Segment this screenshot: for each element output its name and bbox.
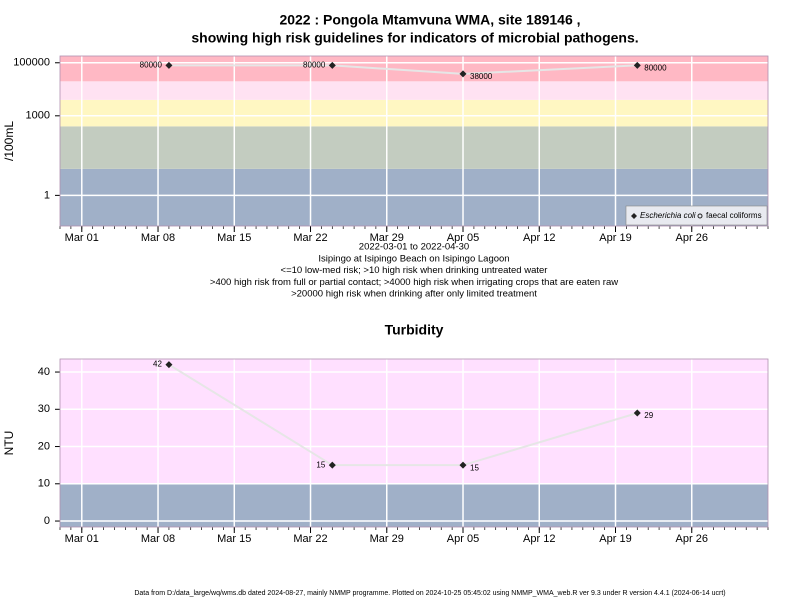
y-axis-label: NTU (2, 431, 16, 456)
data-label: 80000 (303, 60, 326, 69)
legend (625, 205, 768, 226)
x-tick-label: Apr 05 (447, 232, 479, 244)
data-label: 38000 (470, 72, 493, 81)
plot-frame (59, 55, 769, 227)
footer: Data from D:/data_large/wq/wms.db dated … (134, 590, 725, 597)
y-tick-label: 0 (44, 515, 50, 527)
y-tick-label: 1000 (26, 110, 50, 122)
legend-label: faecal coliforms (706, 211, 762, 220)
x-tick-label: Mar 29 (370, 232, 404, 244)
note: Isipingo at Isipingo Beach on Isipingo L… (318, 253, 509, 264)
point (459, 70, 467, 78)
series-line (168, 363, 638, 467)
note: <=10 low-med risk; >10 high risk when dr… (281, 265, 548, 276)
x-tick-label: Mar 15 (217, 232, 251, 244)
x-tick-label: Apr 26 (676, 533, 708, 545)
x-tick-label: Apr 19 (599, 533, 631, 545)
series-line (168, 64, 638, 75)
x-tick-label: Apr 19 (599, 232, 631, 244)
x-tick-label: Apr 12 (523, 232, 555, 244)
y-tick-label: 40 (38, 366, 50, 378)
point (165, 61, 173, 69)
y-tick-label: 30 (38, 403, 50, 415)
chart-subtitle: showing high risk guidelines for indicat… (191, 30, 638, 46)
y-axis-label: /100mL (2, 121, 16, 161)
risk-band (60, 99, 768, 127)
x-tick-label: Mar 01 (65, 232, 99, 244)
x-tick-label: Mar 08 (141, 232, 175, 244)
note: >400 high risk from full or partial cont… (210, 277, 618, 288)
chart-title: 2022 : Pongola Mtamvuna WMA, site 189146… (279, 12, 580, 28)
x-tick-label: Mar 01 (65, 533, 99, 545)
data-label: 15 (470, 463, 479, 472)
risk-band (60, 56, 768, 82)
legend-marker (631, 213, 637, 219)
risk-band (60, 359, 768, 484)
y-tick-label: 1 (44, 189, 50, 201)
legend-marker (697, 213, 703, 219)
plot-frame (59, 358, 769, 528)
data-label: 15 (316, 460, 325, 469)
y-tick-label: 100000 (13, 57, 50, 69)
risk-band (60, 126, 768, 169)
data-label: 80000 (140, 60, 163, 69)
legend-label: Escherichia coli (640, 211, 696, 220)
point (328, 61, 336, 69)
x-tick-label: Mar 22 (293, 232, 327, 244)
risk-band (60, 81, 768, 100)
x-tick-label: Mar 15 (217, 533, 251, 545)
point (328, 461, 336, 469)
data-label: 42 (153, 360, 162, 369)
chart-title: Turbidity (385, 322, 444, 338)
point (459, 461, 467, 469)
x-tick-label: Apr 26 (676, 232, 708, 244)
note: >20000 high risk when drinking after onl… (291, 289, 537, 300)
y-tick-label: 20 (38, 440, 50, 452)
point (165, 361, 173, 369)
point (633, 409, 641, 417)
note: 2022-03-01 to 2022-04-30 (359, 242, 469, 253)
data-label: 29 (644, 411, 653, 420)
x-tick-label: Apr 12 (523, 533, 555, 545)
x-tick-label: Mar 22 (293, 533, 327, 545)
point (633, 61, 641, 69)
x-tick-label: Mar 29 (370, 533, 404, 545)
x-tick-label: Apr 05 (447, 533, 479, 545)
risk-band (60, 483, 768, 527)
x-tick-label: Mar 08 (141, 533, 175, 545)
data-label: 80000 (644, 63, 667, 72)
y-tick-label: 10 (38, 478, 50, 490)
